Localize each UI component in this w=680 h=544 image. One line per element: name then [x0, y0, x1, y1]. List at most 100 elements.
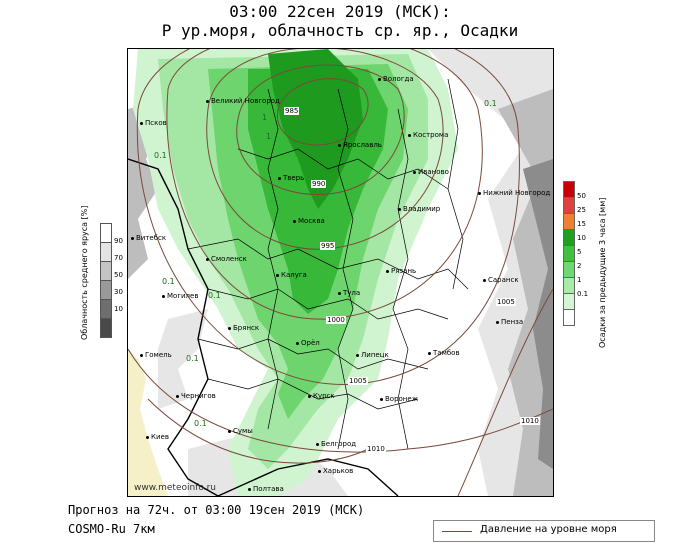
city-name: Белгород	[321, 440, 357, 448]
city-label: Сумы	[228, 427, 253, 435]
city-label: Орёл	[296, 339, 320, 347]
cloud-legend-level: 50	[114, 271, 123, 279]
country-border-south	[217, 458, 399, 496]
city-name: Смоленск	[211, 255, 247, 263]
city-name: Кострома	[413, 131, 449, 139]
city-label: Рязань	[386, 267, 416, 275]
precip-legend-level: 2	[577, 262, 582, 270]
precip-legend-level: 5	[577, 248, 582, 256]
precip-contour-label: 0.1	[208, 291, 221, 300]
isobar-line	[136, 49, 520, 385]
city-label: Пенза	[496, 318, 523, 326]
precip-contour-label: 0.1	[162, 277, 175, 286]
region-borders-7	[337, 88, 354, 450]
cloud-legend-swatch	[100, 299, 112, 319]
city-name: Липецк	[361, 351, 389, 359]
city-name: Витебск	[136, 234, 167, 242]
city-name: Полтава	[253, 485, 284, 493]
region-borders-1	[187, 238, 469, 290]
precip-legend-swatch	[563, 261, 575, 278]
city-dot-icon	[398, 207, 401, 211]
isobar-value-label: 990	[311, 180, 327, 188]
city-dot-icon	[162, 294, 165, 298]
precip-legend-swatch	[563, 293, 575, 310]
isobar-line	[206, 49, 444, 250]
city-name: Харьков	[323, 467, 354, 475]
city-dot-icon	[380, 397, 383, 401]
city-label: Брянск	[228, 324, 259, 332]
precip-legend-swatch	[563, 213, 575, 230]
region-borders-8	[392, 108, 409, 450]
precip-legend: 50 25 15 10 5 2 1 0.1	[563, 181, 588, 326]
isobar-value-label: 1010	[366, 445, 386, 453]
city-name: Тверь	[283, 174, 305, 182]
city-label: Смоленск	[206, 255, 247, 263]
precip-legend-swatch	[563, 245, 575, 262]
region-borders-6	[267, 88, 279, 430]
city-dot-icon	[496, 320, 499, 324]
city-label: Липецк	[356, 351, 389, 359]
city-label: Калуга	[276, 271, 307, 279]
city-name: Иваново	[418, 168, 449, 176]
isobar-value-label: 985	[284, 107, 300, 115]
city-label: Тверь	[278, 174, 304, 182]
region-borders-3	[197, 338, 429, 370]
cloud-legend-level: 90	[114, 237, 123, 245]
precip-legend-swatch	[563, 197, 575, 214]
city-name: Чернигов	[181, 392, 216, 400]
city-dot-icon	[318, 469, 321, 473]
isobar-lines	[128, 49, 553, 496]
city-name: Сумы	[233, 427, 253, 435]
city-name: Могилев	[167, 292, 199, 300]
region-borders-9	[447, 78, 464, 290]
city-dot-icon	[413, 170, 416, 174]
city-name: Пенза	[501, 318, 524, 326]
city-label: Кострома	[408, 131, 448, 139]
precip-legend-swatch	[563, 277, 575, 294]
cloud-legend-level: 30	[114, 288, 123, 296]
precip-area-10	[268, 49, 363, 209]
city-dot-icon	[278, 176, 281, 180]
city-name: Москва	[298, 217, 325, 225]
city-name: Вологда	[383, 75, 414, 83]
isobar-value-label: 995	[320, 242, 336, 250]
city-dot-icon	[293, 219, 296, 223]
isobar-value-label: 1000	[326, 316, 346, 324]
precip-legend-swatch	[563, 181, 575, 198]
isobar-line	[457, 288, 553, 496]
city-name: Саранск	[488, 276, 519, 284]
city-name: Тамбов	[433, 349, 460, 357]
region-borders-2	[207, 288, 449, 320]
pressure-legend: Давление на уровне моря	[433, 520, 655, 542]
city-label: Саранск	[483, 276, 519, 284]
isobar-line	[276, 78, 369, 146]
cloud-legend-swatch	[100, 261, 112, 281]
city-dot-icon	[386, 269, 389, 273]
city-label: Тамбов	[428, 349, 460, 357]
precip-contour-label: 0.1	[194, 419, 207, 428]
cloud-legend-level: 70	[114, 254, 123, 262]
city-dot-icon	[176, 394, 179, 398]
city-label: Белгород	[316, 440, 356, 448]
city-name: Курск	[313, 392, 335, 400]
city-label: Иваново	[413, 168, 449, 176]
precip-contour-label: 0.1	[186, 354, 199, 363]
city-name: Псков	[145, 119, 167, 127]
city-dot-icon	[356, 353, 359, 357]
city-label: Харьков	[318, 467, 353, 475]
isobar-value-label: 1005	[348, 377, 368, 385]
city-dot-icon	[378, 77, 381, 81]
city-dot-icon	[140, 353, 143, 357]
cloud-legend-swatch	[100, 242, 112, 262]
city-label: Владимир	[398, 205, 440, 213]
precip-legend-swatch	[563, 229, 575, 246]
city-name: Великий Новгород	[211, 97, 280, 105]
isobar-line	[147, 398, 369, 464]
city-dot-icon	[276, 273, 279, 277]
forecast-info: Прогноз на 72ч. от 03:00 19сен 2019 (МСК…	[68, 503, 365, 517]
cloud-legend-swatch	[100, 318, 112, 338]
city-name: Гомель	[145, 351, 172, 359]
precip-legend-level: 15	[577, 220, 586, 228]
map-canvas	[128, 49, 553, 496]
city-name: Киев	[151, 433, 169, 441]
